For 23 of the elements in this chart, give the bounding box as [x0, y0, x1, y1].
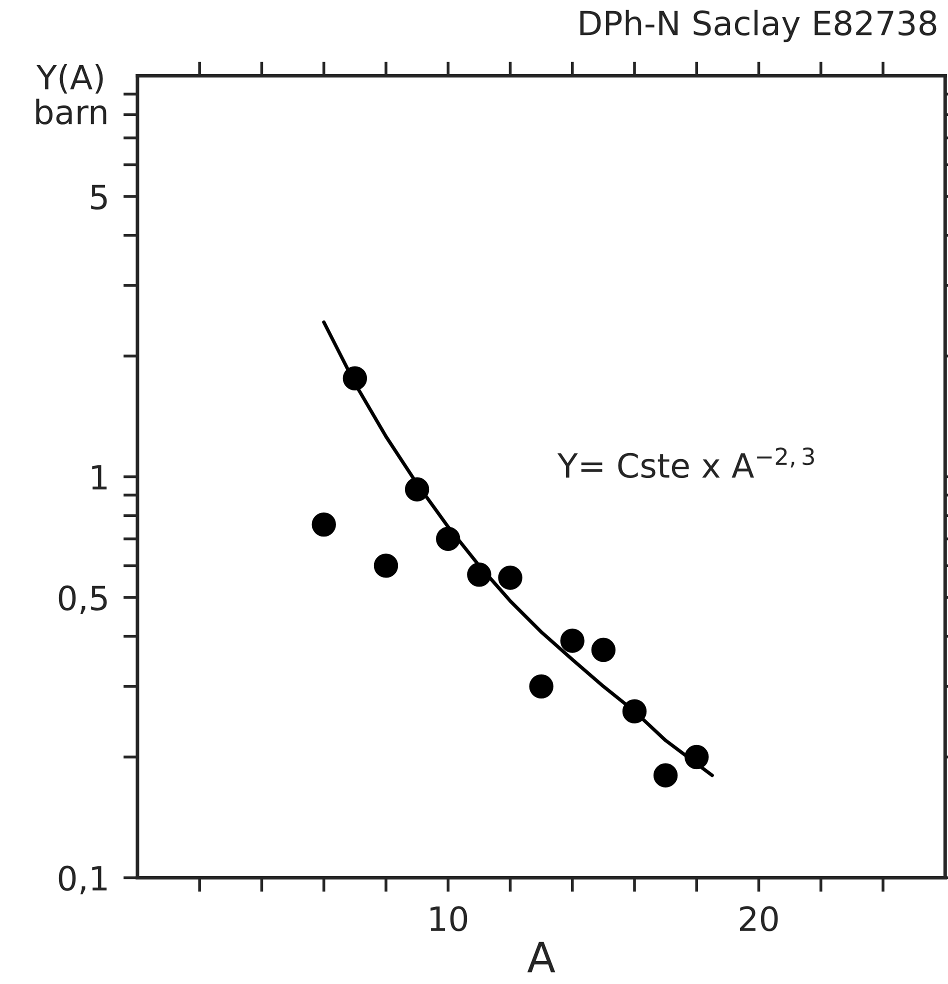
point [374, 554, 398, 578]
y-tick-label: 5 [91, 184, 107, 210]
y-tick-label: 0,5 [58, 585, 107, 614]
point [529, 674, 554, 699]
point [684, 744, 709, 770]
point [591, 638, 616, 662]
text: DPh-N Saclay E82738 [580, 10, 936, 42]
point [404, 477, 430, 502]
y-tick-label: 1 [92, 465, 107, 490]
y-tick-label: 0,1 [58, 866, 107, 894]
x-tick-label: 20 [740, 906, 778, 932]
point [622, 699, 647, 724]
point [467, 562, 492, 587]
x-axis-title: A [527, 942, 556, 972]
x-tick-label: 10 [430, 906, 468, 932]
point [436, 526, 460, 551]
point [653, 763, 678, 788]
point [498, 566, 522, 590]
point [312, 512, 336, 537]
annotation: Y= Cste x A$^{−2,3}$ [557, 448, 814, 478]
point [342, 366, 368, 390]
y-axis-title: Y(A) barn [36, 64, 106, 125]
point [560, 628, 584, 653]
